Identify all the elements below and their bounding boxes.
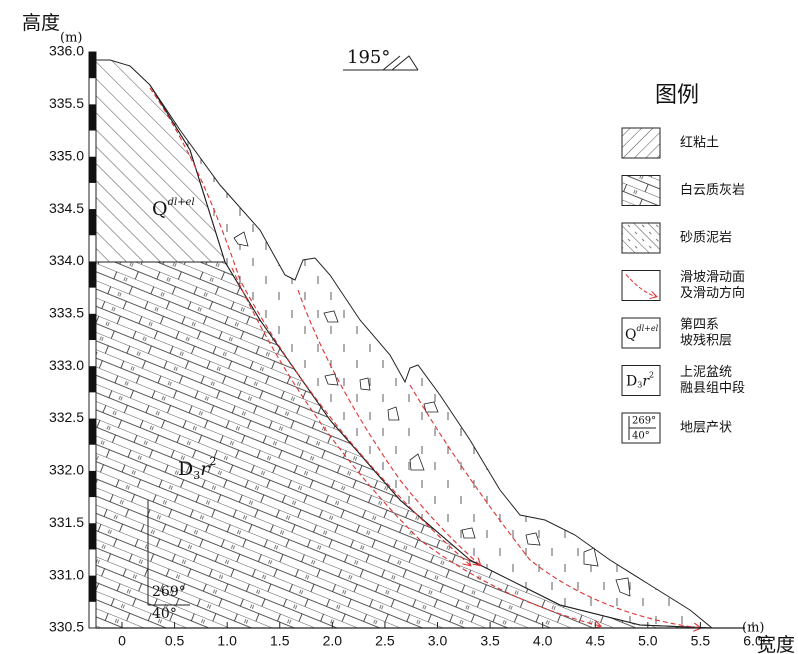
y-tick-label: 333.0 xyxy=(49,357,84,373)
y-tick-label: 334.0 xyxy=(49,252,84,268)
y-tick-label: 332.5 xyxy=(49,409,84,425)
slide-mass xyxy=(149,84,714,629)
legend-label: 上泥盆统 xyxy=(680,365,732,380)
ruler-segment xyxy=(89,366,96,393)
legend-symbol-text: Q xyxy=(625,327,636,343)
rock-blocks xyxy=(233,231,631,597)
legend-label: 坡残积层 xyxy=(680,334,732,349)
y-axis-unit: (m) xyxy=(60,31,82,46)
x-tick-label: 2.0 xyxy=(323,633,343,649)
x-tick-label: 0.5 xyxy=(165,633,185,649)
x-tick-label: 3.0 xyxy=(428,633,448,649)
x-axis-title: 宽度 xyxy=(757,634,795,654)
ruler-segment xyxy=(89,575,96,602)
x-tick-label: 1.0 xyxy=(217,633,237,649)
y-tick-label: 336.0 xyxy=(49,43,84,59)
y-tick-label: 331.5 xyxy=(49,514,84,530)
orientation-symbol xyxy=(382,55,419,71)
attitude-strike: 269° xyxy=(152,584,186,600)
legend-symbol-text: D3r2 xyxy=(626,371,654,390)
legend-label: 第四系 xyxy=(680,318,719,333)
legend-symbol xyxy=(621,317,661,349)
y-tick-label: 333.5 xyxy=(49,305,84,321)
slip-surfaces xyxy=(149,87,700,628)
ruler-segment xyxy=(89,261,96,288)
x-tick-label: 5.5 xyxy=(691,633,711,649)
x-tick-label: 0 xyxy=(118,633,126,649)
x-tick-label: 4.5 xyxy=(586,633,606,649)
y-tick-label: 335.5 xyxy=(49,95,84,111)
attitude-dip: 40° xyxy=(152,606,177,622)
y-tick-label: 334.5 xyxy=(49,200,84,216)
orientation: 195° xyxy=(347,47,390,68)
legend-symbol xyxy=(621,270,661,301)
y-tick-label: 335.0 xyxy=(49,147,84,163)
formation-label: D3r2 xyxy=(178,455,216,482)
legend-symbol-text: dl+el xyxy=(636,324,658,333)
legend-symbol xyxy=(621,127,661,159)
ruler-segment xyxy=(89,52,96,79)
legend-label: 白云质灰岩 xyxy=(680,182,745,198)
legend-symbol xyxy=(621,365,661,396)
legend-symbol-text: 40° xyxy=(632,431,650,442)
ruler-segment xyxy=(89,523,96,550)
x-tick-label: 1.5 xyxy=(270,633,290,649)
legend-symbol xyxy=(621,175,661,206)
x-tick-label: 3.5 xyxy=(480,633,500,649)
legend-symbol-text: 2 xyxy=(649,371,654,380)
legend-label: 及滑动方向 xyxy=(680,285,745,301)
x-tick-label: 4.0 xyxy=(533,633,553,649)
ruler-segment xyxy=(89,156,96,183)
ruler-segment xyxy=(89,470,96,498)
slip-surface xyxy=(297,289,480,565)
y-tick-label: 332.0 xyxy=(49,462,84,478)
legend-label: 红粘土 xyxy=(680,135,719,151)
y-tick-label: 331.0 xyxy=(49,566,84,582)
slip-surface xyxy=(149,87,470,565)
x-tick-label: 5.0 xyxy=(638,633,658,649)
quaternary-label: Qdl+el xyxy=(152,197,195,221)
slip-surface xyxy=(231,267,600,626)
legend-symbol-text: Qdl+el xyxy=(625,324,659,343)
legend-title: 图例 xyxy=(655,83,699,108)
legend-label: 滑坡滑动面 xyxy=(680,270,745,285)
ruler-segment xyxy=(89,313,96,340)
y-tick-label: 330.5 xyxy=(49,619,84,635)
legend-symbol xyxy=(621,222,661,254)
legend-symbol-text: 3 xyxy=(637,381,642,390)
x-tick-label: 2.5 xyxy=(375,633,395,649)
legend-label: 融县组中段 xyxy=(680,381,745,396)
quaternary-layer xyxy=(95,59,226,263)
slip-surface xyxy=(409,384,700,628)
y-ruler xyxy=(88,51,97,629)
ruler-segment xyxy=(89,209,96,236)
ruler-segment xyxy=(89,104,96,131)
legend-symbol-text: r xyxy=(642,374,650,390)
legend-slip-symbol xyxy=(625,274,656,297)
x-tick-label: 6.0 xyxy=(743,633,763,649)
ruler-segment xyxy=(89,418,96,445)
legend-label: 地层产状 xyxy=(680,421,732,436)
legend-symbol-text: 269° xyxy=(632,416,656,427)
legend-label: 砂质泥岩 xyxy=(680,231,732,246)
legend-symbol-text: D xyxy=(626,374,637,390)
y-axis-title: 高度 xyxy=(22,12,60,34)
